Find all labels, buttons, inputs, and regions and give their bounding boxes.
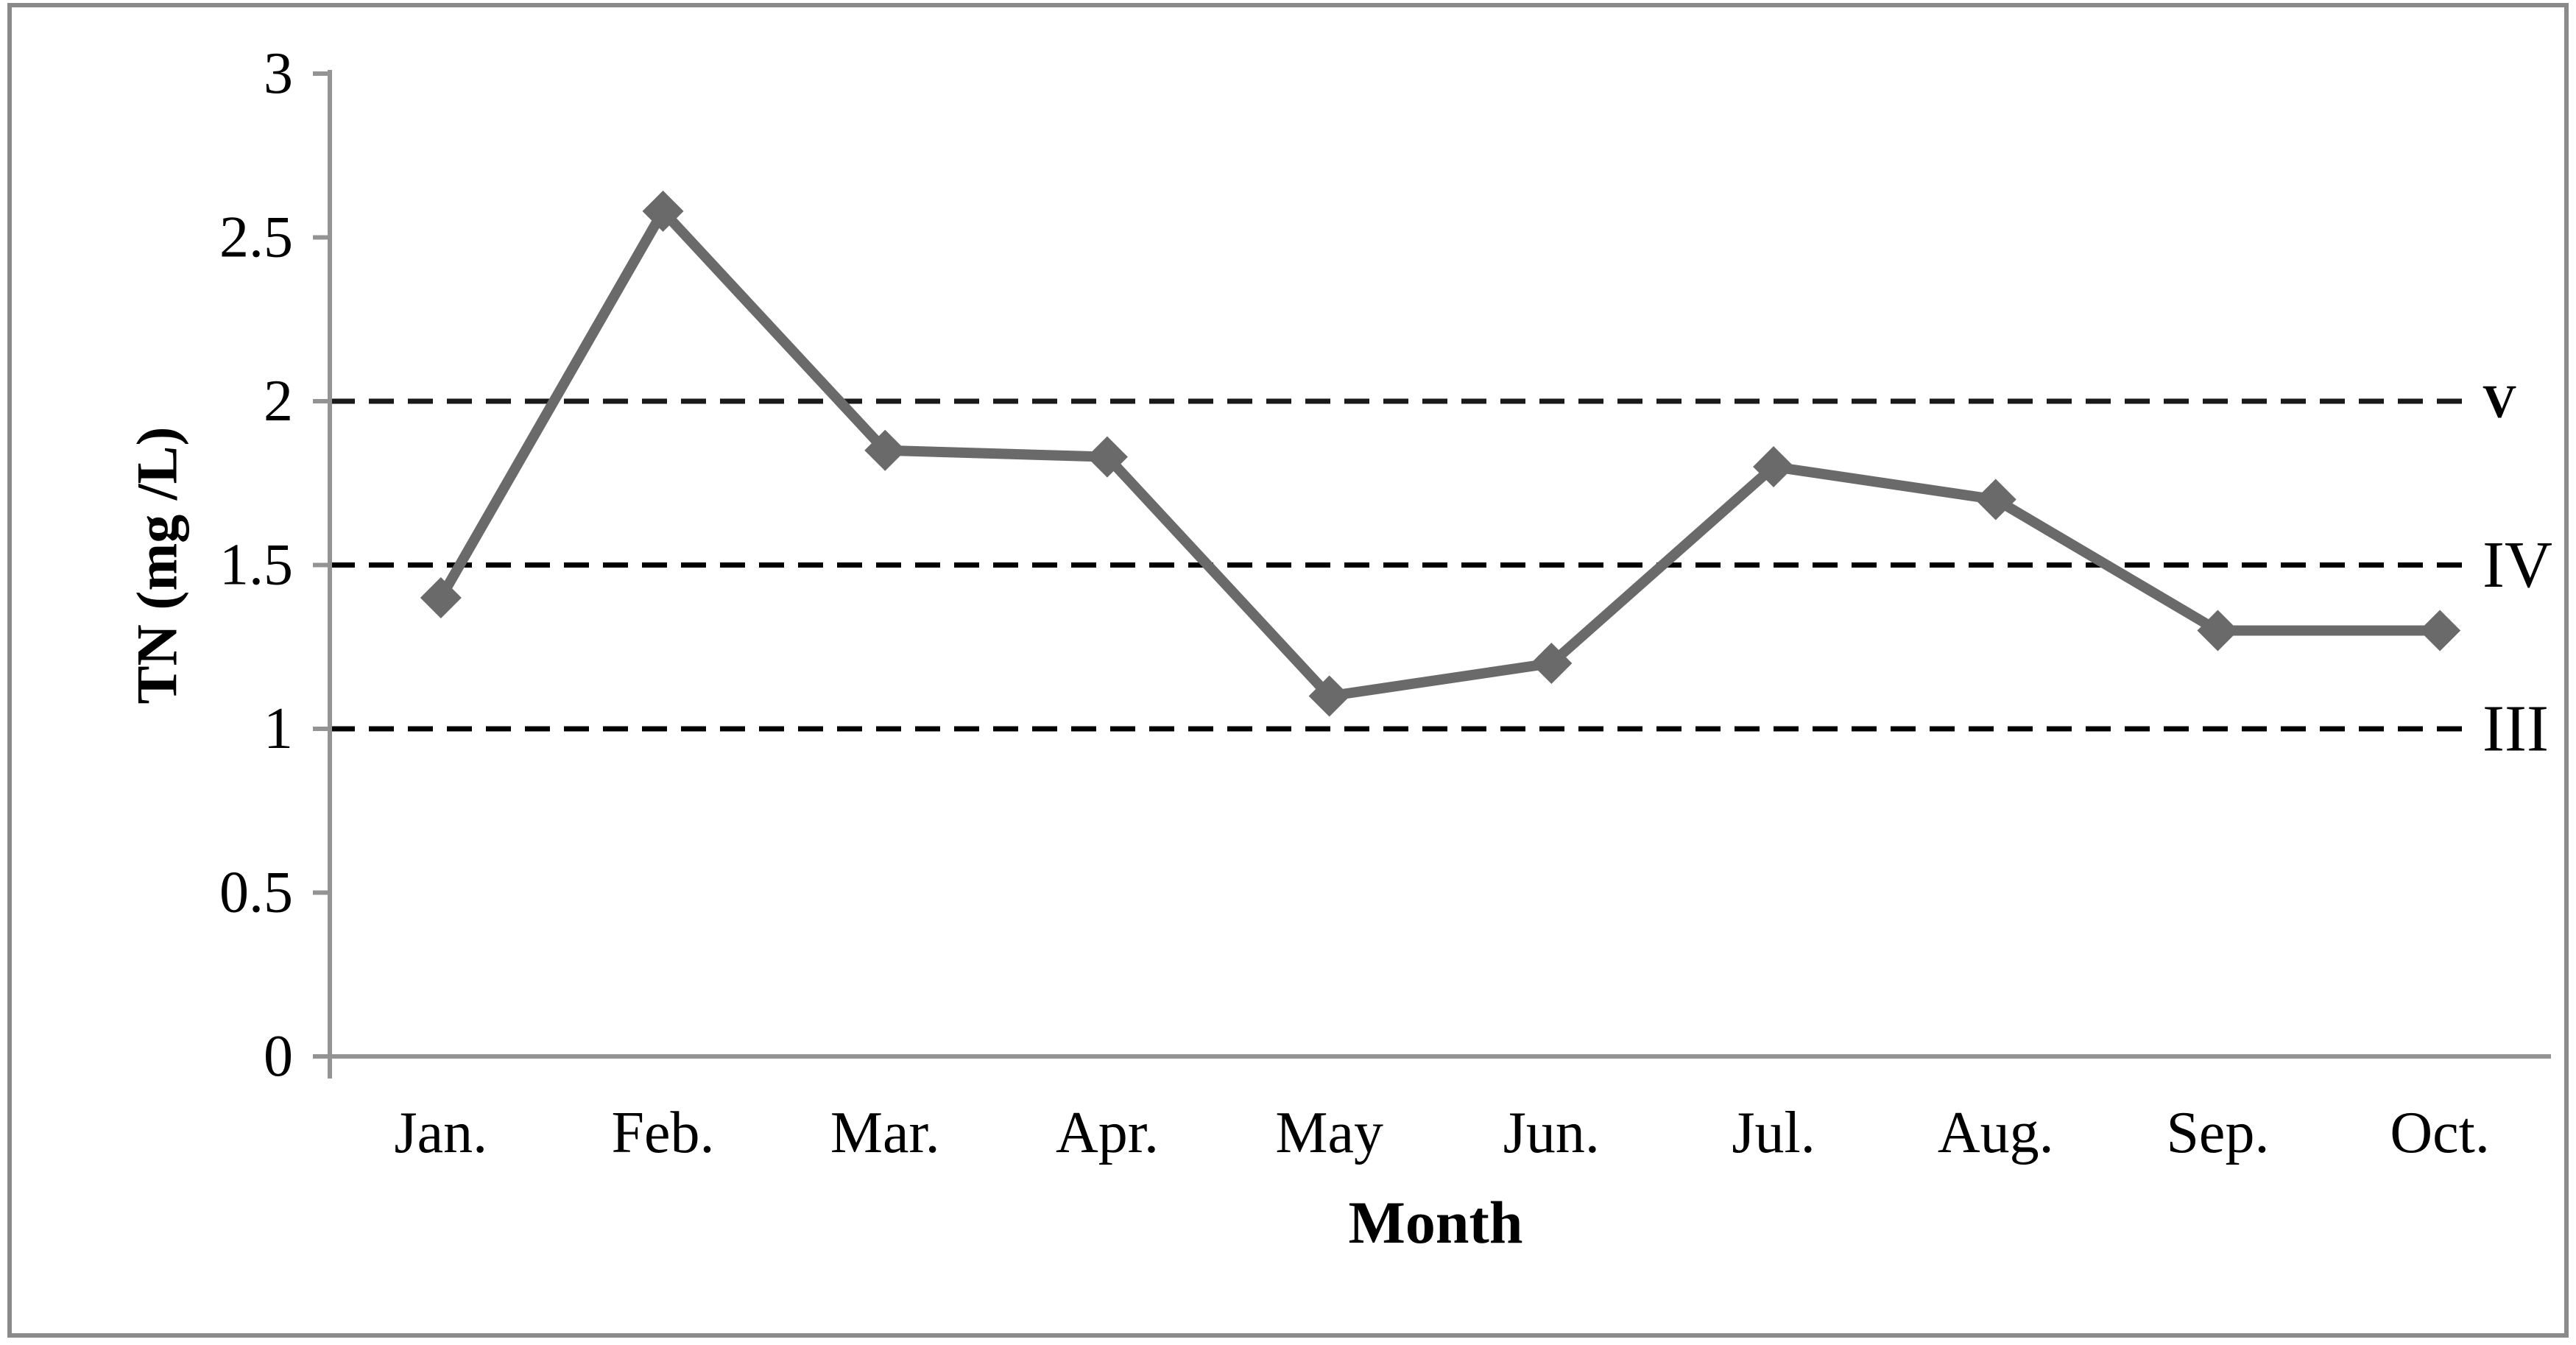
data-point-marker-oct <box>2419 610 2461 652</box>
data-point-marker-apr <box>1086 436 1128 478</box>
data-point-marker-aug <box>1975 479 2016 520</box>
x-tick-label-feb: Feb. <box>612 1101 715 1165</box>
data-point-marker-sep <box>2197 610 2239 652</box>
figure-border <box>7 3 2569 1338</box>
data-point-marker-mar <box>864 429 906 471</box>
reference-line-label-III: III <box>2483 693 2549 766</box>
tn-series-line <box>435 205 2446 702</box>
y-tick-label-0.5: 0.5 <box>219 861 293 925</box>
x-tick-label-may: May <box>1275 1101 1383 1165</box>
data-point-marker-jan <box>420 577 462 618</box>
data-point-marker-jun <box>1531 643 1573 684</box>
x-tick-label-jul: Jul. <box>1732 1101 1815 1165</box>
y-axis-title: TN (mg /L) <box>125 427 189 705</box>
y-tick-label-1: 1 <box>264 696 293 761</box>
x-tick-label-sep: Sep. <box>2166 1101 2269 1165</box>
y-tick-label-0: 0 <box>264 1024 293 1089</box>
x-tick-label-mar: Mar. <box>830 1101 940 1165</box>
x-tick-label-oct: Oct. <box>2390 1101 2490 1165</box>
x-tick-label-jun: Jun. <box>1503 1101 1600 1165</box>
x-tick-label-aug: Aug. <box>1938 1101 2054 1165</box>
y-tick-label-2: 2 <box>264 369 293 434</box>
data-point-marker-jul <box>1753 446 1795 487</box>
y-tick-label-3: 3 <box>264 41 293 106</box>
data-point-marker-may <box>1308 675 1350 717</box>
x-tick-label-jan: Jan. <box>395 1101 488 1165</box>
x-axis-title: Month <box>1349 1189 1523 1256</box>
x-tick-label-apr: Apr. <box>1056 1101 1159 1165</box>
y-tick-label-1.5: 1.5 <box>219 533 293 598</box>
reference-line-label-IV: IV <box>2483 529 2552 601</box>
data-point-marker-feb <box>642 190 684 232</box>
reference-line-label-V: V <box>2483 375 2516 428</box>
y-tick-label-2.5: 2.5 <box>219 205 293 270</box>
